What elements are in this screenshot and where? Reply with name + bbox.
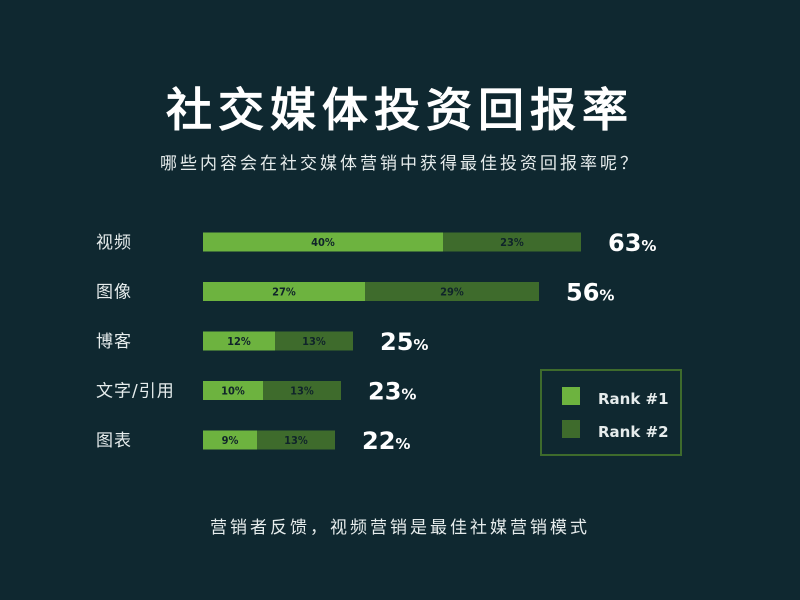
category-label: 图像 <box>96 283 132 303</box>
segment-value-label: 12% <box>227 335 251 348</box>
bar-segment-rank-1 <box>203 232 443 252</box>
segment-value-label: 29% <box>440 286 464 299</box>
bars-group: 视频 40% 23% 63% 图像 27% 29% 56% 博客 12% 13% 25% 文字/引用 10… <box>96 229 656 455</box>
total-value-label: 25% <box>380 328 428 356</box>
bar-segment-rank-2 <box>257 430 335 450</box>
bar-segment-rank-1 <box>203 282 365 301</box>
bar-segment-rank-1 <box>203 331 275 351</box>
chart-subtitle: 哪些内容会在社交媒体营销中获得最佳投资回报率呢？ <box>160 154 640 174</box>
bar-segment-rank-2 <box>365 282 539 301</box>
category-label: 视频 <box>96 233 132 253</box>
segment-value-label: 40% <box>311 236 335 249</box>
legend-label-rank-1: Rank #1 <box>598 390 669 408</box>
segment-value-label: 23% <box>500 236 524 249</box>
total-value-label: 22% <box>362 427 410 455</box>
category-label: 博客 <box>96 332 132 352</box>
category-label: 图表 <box>96 431 132 451</box>
legend: Rank #1 Rank #2 <box>540 369 682 456</box>
segment-value-label: 9% <box>222 434 239 447</box>
chart-title: 社交媒体投资回报率 <box>166 83 634 137</box>
chart-footer: 营销者反馈，视频营销是最佳社媒营销模式 <box>210 518 590 538</box>
segment-value-label: 13% <box>290 385 314 398</box>
total-value-label: 23% <box>368 378 416 406</box>
legend-box <box>540 369 682 456</box>
bar-segment-rank-2 <box>275 331 353 351</box>
legend-swatch-rank-2 <box>562 420 580 438</box>
legend-swatch-rank-1 <box>562 387 580 405</box>
total-value-label: 56% <box>566 279 614 307</box>
segment-value-label: 10% <box>221 385 245 398</box>
bar-segment-rank-1 <box>203 381 263 400</box>
bar-segment-rank-2 <box>443 232 581 252</box>
segment-value-label: 13% <box>302 335 326 348</box>
segment-value-label: 13% <box>284 434 308 447</box>
segment-value-label: 27% <box>272 286 296 299</box>
bar-segment-rank-2 <box>263 381 341 400</box>
total-value-label: 63% <box>608 229 656 257</box>
legend-label-rank-2: Rank #2 <box>598 423 669 441</box>
bar-segment-rank-1 <box>203 430 257 450</box>
category-label: 文字/引用 <box>96 382 175 402</box>
